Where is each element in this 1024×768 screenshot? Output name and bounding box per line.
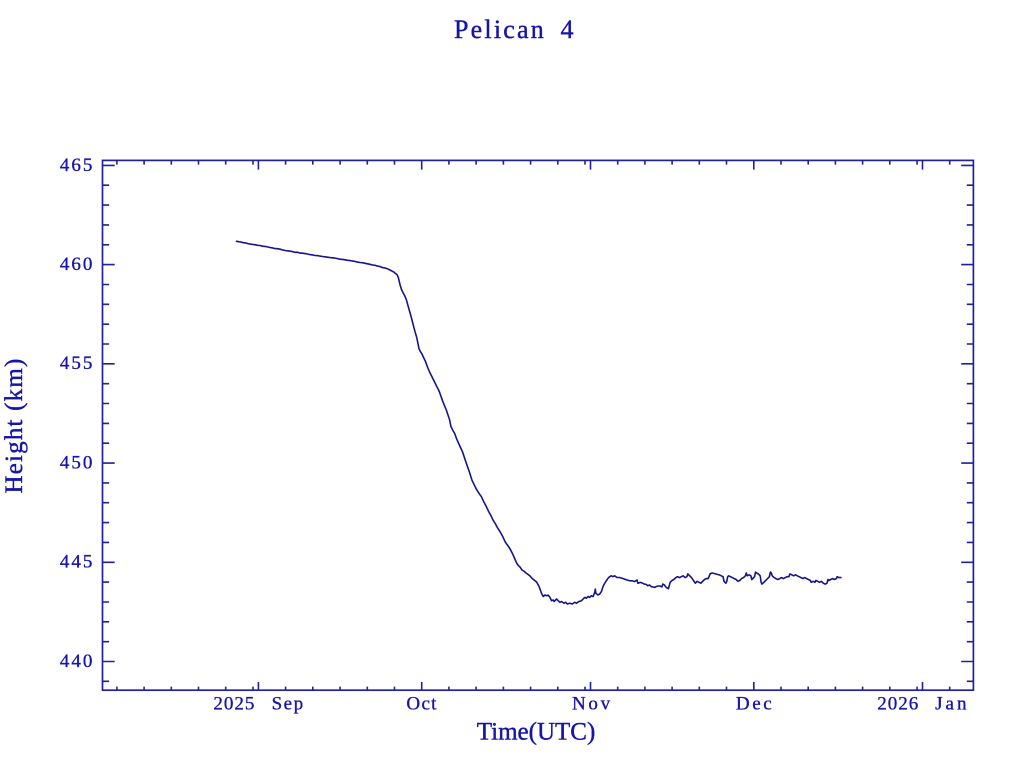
svg-text:455: 455 <box>60 353 95 374</box>
svg-text:Time(UTC): Time(UTC) <box>477 719 596 746</box>
svg-text:Dec: Dec <box>736 694 774 715</box>
svg-text:Jan: Jan <box>935 694 969 715</box>
svg-text:Pelican: Pelican <box>454 15 546 44</box>
svg-text:Oct: Oct <box>406 694 437 715</box>
svg-text:445: 445 <box>60 552 95 573</box>
svg-text:440: 440 <box>60 651 95 672</box>
svg-text:2026: 2026 <box>877 694 919 715</box>
svg-text:Nov: Nov <box>572 694 613 715</box>
svg-text:2025: 2025 <box>213 694 255 715</box>
svg-text:460: 460 <box>60 254 95 275</box>
svg-text:Height (km): Height (km) <box>1 357 28 493</box>
svg-text:4: 4 <box>561 15 574 44</box>
svg-text:465: 465 <box>60 155 95 176</box>
svg-text:Sep: Sep <box>272 694 305 715</box>
svg-text:450: 450 <box>60 453 95 474</box>
